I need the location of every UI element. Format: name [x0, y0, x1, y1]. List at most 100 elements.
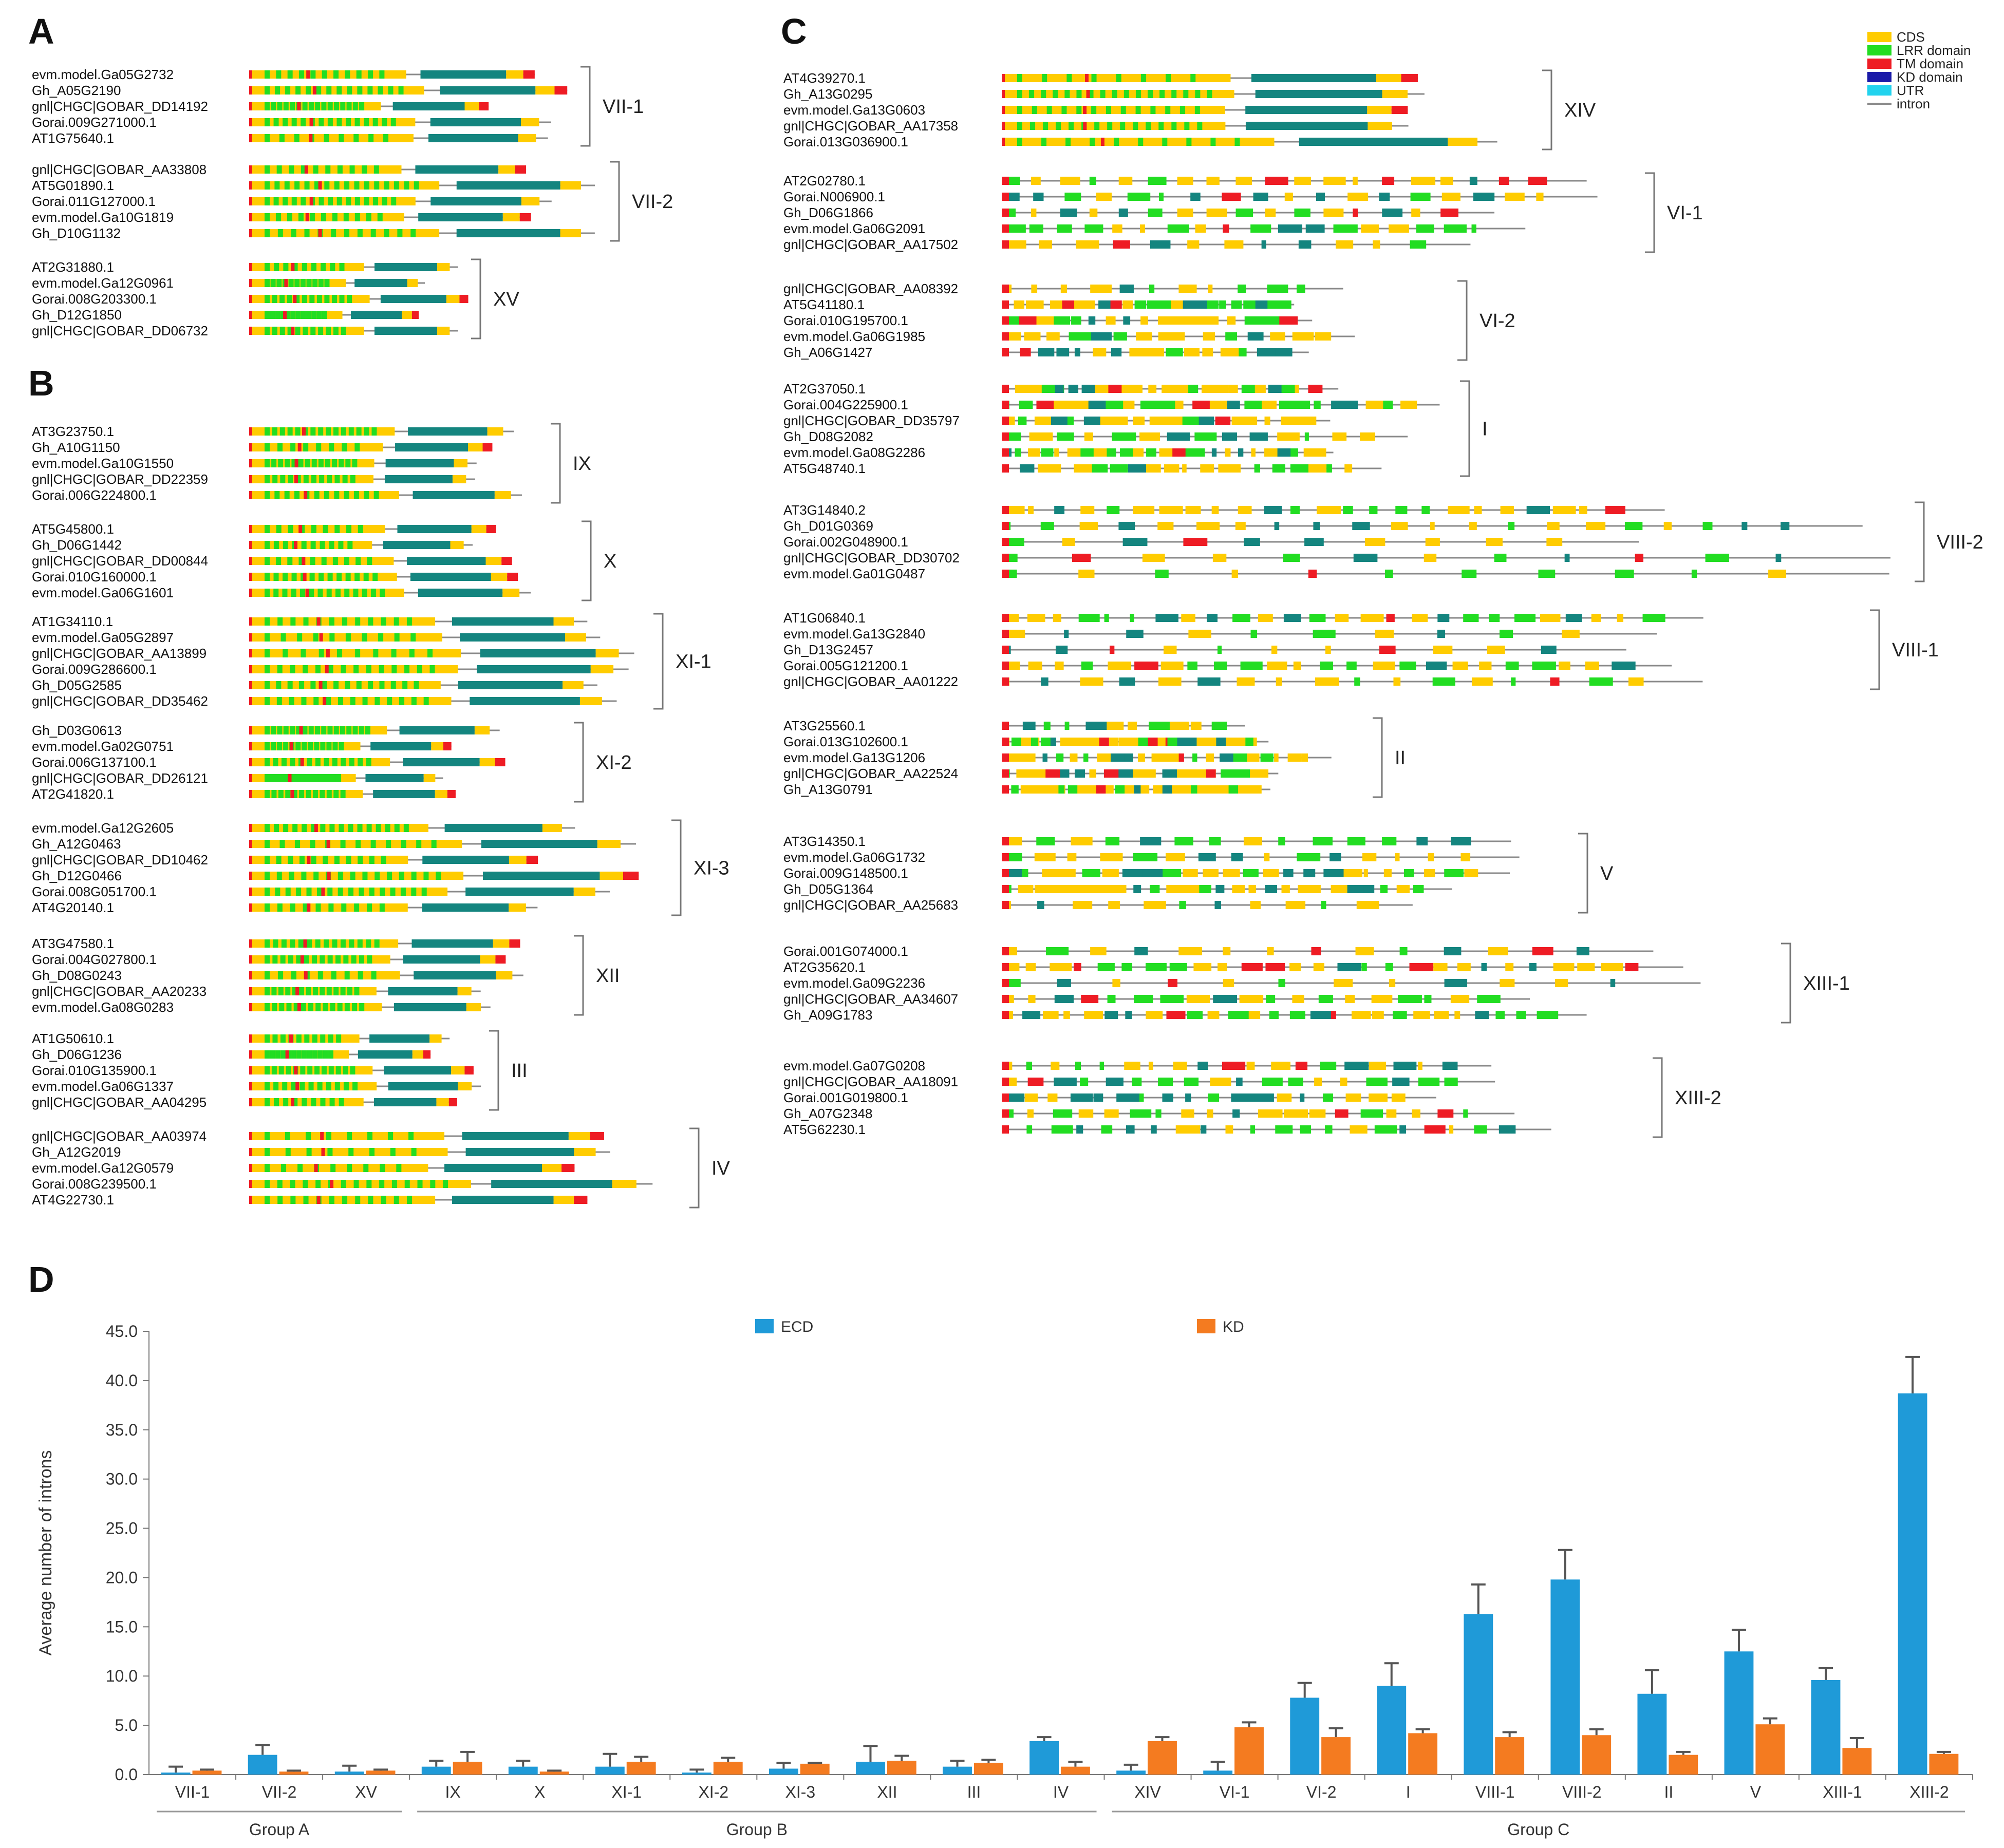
tm-block	[249, 263, 252, 271]
lrr-block	[270, 311, 275, 319]
lrr-block	[270, 1050, 275, 1059]
bar-ecd	[248, 1755, 277, 1775]
exon-block	[1233, 753, 1251, 762]
lrr-block	[343, 1082, 349, 1090]
exon-block	[1062, 869, 1076, 877]
lrr-block	[265, 971, 270, 979]
lrr-block	[276, 557, 282, 565]
tm-block	[249, 633, 252, 642]
lrr-block	[344, 491, 349, 499]
kd-block	[388, 987, 458, 995]
lrr-block	[400, 888, 406, 896]
lrr-block	[351, 955, 357, 964]
gene-name: AT3G14840.2	[783, 502, 866, 518]
exon-block	[1051, 417, 1070, 425]
lrr-block	[291, 197, 297, 205]
cds-block	[249, 443, 383, 451]
exon-block	[1454, 1011, 1460, 1019]
legend-label: CDS	[1897, 29, 1925, 45]
exon-block	[1215, 417, 1231, 425]
exon-block	[1260, 753, 1273, 762]
exon-block	[1254, 385, 1266, 393]
exon-block	[1078, 1109, 1094, 1118]
lrr-block	[283, 726, 289, 734]
exon-block	[1173, 1062, 1187, 1070]
exon-block	[1027, 614, 1045, 622]
tm-block	[249, 939, 252, 948]
lrr-block	[380, 589, 385, 597]
exon-block	[1126, 630, 1144, 638]
lrr-block	[265, 475, 270, 483]
exon-block	[1072, 554, 1091, 562]
exon-block	[1133, 853, 1158, 861]
lrr-block	[291, 1050, 296, 1059]
lrr-block	[303, 665, 308, 673]
lrr-block	[314, 181, 320, 190]
lrr-block	[335, 589, 341, 597]
gene-group: gnl|CHGC|GOBAR_AA03974Gh_A12G2019evm.mod…	[32, 1127, 731, 1209]
gene-group: AT2G37050.1Gorai.004G225900.1gnl|CHGC|GO…	[783, 380, 1488, 477]
lrr-block	[1094, 122, 1100, 130]
exon-block	[1294, 177, 1311, 185]
exon-block	[1123, 401, 1135, 409]
exon-block	[1320, 662, 1333, 670]
exon-block	[1250, 224, 1271, 233]
exon-block	[1208, 285, 1213, 293]
exon-block	[1119, 448, 1136, 457]
exon-block	[1292, 332, 1314, 341]
exon-block	[1118, 769, 1134, 778]
lrr-block	[366, 939, 371, 948]
exon-block	[1267, 300, 1291, 309]
lrr-block	[280, 955, 286, 964]
lrr-block	[379, 70, 385, 79]
lrr-block	[341, 758, 346, 766]
lrr-block	[307, 1050, 312, 1059]
lrr-block	[354, 197, 360, 205]
exon-block	[1532, 947, 1553, 955]
lrr-block	[328, 1066, 334, 1074]
lrr-block	[299, 70, 305, 79]
lrr-block	[265, 525, 270, 533]
lrr-block	[291, 229, 296, 237]
lrr-block	[276, 872, 282, 880]
lrr-block	[368, 134, 374, 142]
gene-name: AT2G02780.1	[783, 173, 866, 188]
lrr-block	[1030, 122, 1036, 130]
lrr-block	[1135, 90, 1141, 98]
gene-name: Gh_A07G2348	[783, 1106, 872, 1121]
lrr-block	[1133, 122, 1138, 130]
cds-block	[568, 1132, 590, 1140]
lrr-block	[327, 475, 332, 483]
exon-block	[1635, 554, 1643, 562]
exon-block	[1702, 522, 1713, 530]
lrr-block	[403, 824, 409, 832]
lrr-block	[1166, 74, 1171, 82]
exon-block	[1393, 1062, 1417, 1070]
lrr-block	[1017, 106, 1022, 114]
lrr-block	[284, 181, 290, 190]
lrr-block	[335, 774, 341, 782]
exon-block	[1505, 193, 1525, 201]
lrr-block	[323, 856, 328, 864]
lrr-block	[271, 102, 276, 110]
gene-name: gnl|CHGC|GOBAR_DD26121	[32, 770, 208, 786]
group-bracket	[671, 819, 682, 916]
lrr-block	[338, 872, 343, 880]
lrr-block	[374, 939, 380, 948]
lrr-block	[313, 872, 319, 880]
lrr-block	[281, 1164, 287, 1172]
exon-block	[1353, 209, 1358, 217]
exon-block	[1085, 722, 1109, 730]
lrr-block	[332, 459, 338, 467]
lrr-block	[423, 697, 429, 705]
lrr-block	[265, 1180, 270, 1188]
lrr-block	[327, 1148, 333, 1156]
lrr-block	[276, 525, 282, 533]
kd-block	[1245, 106, 1368, 114]
tm-block	[249, 955, 252, 964]
exon-block	[1362, 853, 1377, 861]
gene-structure-panels: Aevm.model.Ga05G2732Gh_A05G2190gnl|CHGC|…	[28, 11, 1983, 1209]
panel-C: CAT4G39270.1Gh_A13G0295evm.model.Ga13G06…	[781, 11, 1983, 1138]
gene-name: Gh_A12G0463	[32, 836, 121, 852]
tm-block	[1002, 74, 1005, 82]
